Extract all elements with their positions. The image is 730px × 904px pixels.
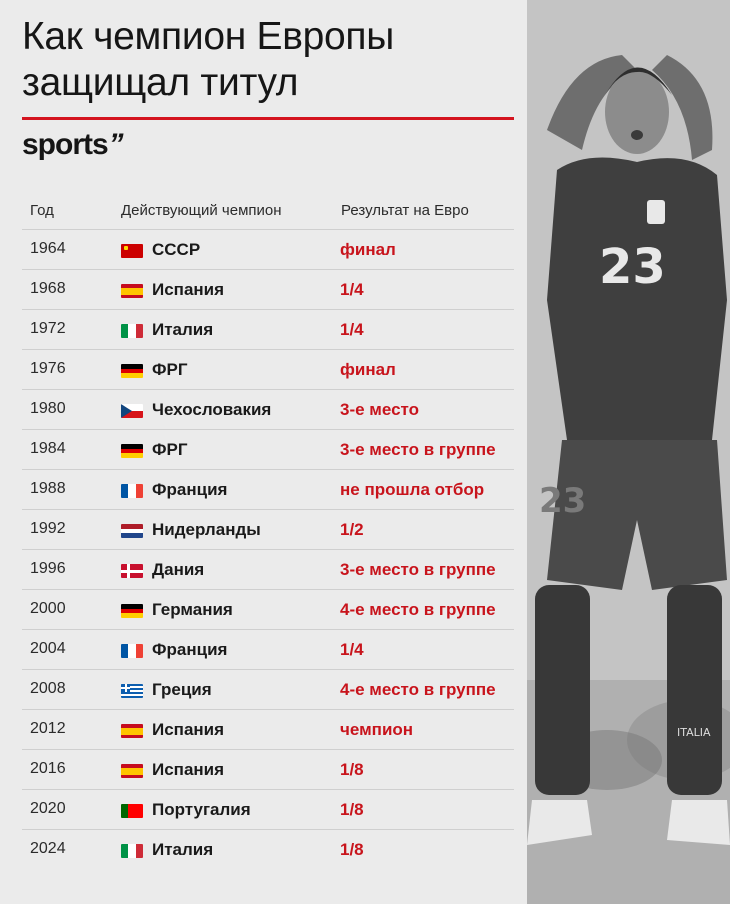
champion-cell: Франция [152,480,228,499]
year-cell: 1976 [30,360,66,377]
italy-flag-icon [121,844,143,858]
page-title: Как чемпион Европы защищал титул [22,14,522,106]
table-row: 2016 Испания 1/8 [22,749,514,789]
result-cell: 1/4 [340,320,364,339]
result-cell: 1/4 [340,640,364,659]
year-cell: 1980 [30,400,66,417]
greece-flag-icon [121,684,143,698]
champion-cell: Португалия [152,800,251,819]
netherlands-flag-icon [121,524,143,538]
logo-mark: ’’ [108,128,124,161]
table-row: 2000 Германия 4-е место в группе [22,589,514,629]
year-cell: 2000 [30,600,66,617]
result-cell: 1/4 [340,280,364,299]
year-cell: 1996 [30,560,66,577]
denmark-flag-icon [121,564,143,578]
germany-flag-icon [121,364,143,378]
table-row: 1988 Франция не прошла отбор [22,469,514,509]
spain-flag-icon [121,764,143,778]
table-row: 2012 Испания чемпион [22,709,514,749]
year-cell: 1968 [30,280,66,297]
sports-logo: sports’’ [22,128,124,162]
table-row: 1964 СССР финал [22,229,514,269]
table-row: 1968 Испания 1/4 [22,269,514,309]
result-cell: финал [340,360,396,379]
table-row: 1972 Италия 1/4 [22,309,514,349]
result-cell: 3-е место [340,400,420,419]
svg-text:23: 23 [599,239,666,295]
champion-cell: Испания [152,720,225,739]
logo-wordmark: sports [22,128,109,161]
champion-cell: Германия [152,600,233,619]
champion-cell: СССР [152,240,201,259]
table-row: 1980 Чехословакия 3-е место [22,389,514,429]
title-line-2: защищал титул [22,61,299,104]
champion-cell: Испания [152,280,225,299]
results-table: 1964 СССР финал 1968 Испания 1/4 1972 Италия 1/4… [22,229,514,869]
result-cell: 3-е место в группе [340,560,496,579]
table-row: 2024 Италия 1/8 [22,829,514,869]
table-row: 2008 Греция 4-е место в группе [22,669,514,709]
result-cell: 1/8 [340,760,364,779]
year-cell: 1964 [30,240,66,257]
year-cell: 1972 [30,320,66,337]
france-flag-icon [121,644,143,658]
champion-cell: Испания [152,760,225,779]
germany-flag-icon [121,444,143,458]
champion-cell: Чехословакия [152,400,272,419]
year-cell: 2012 [30,720,66,737]
portugal-flag-icon [121,804,143,818]
year-cell: 2020 [30,800,66,817]
result-cell: 3-е место в группе [340,440,496,459]
czechoslovakia-flag-icon [121,404,143,418]
player-silhouette: 23 23 ITALIA [527,0,730,904]
header-year: Год [30,202,54,219]
table-row: 1992 Нидерланды 1/2 [22,509,514,549]
champion-cell: ФРГ [152,440,188,459]
champion-cell: Греция [152,680,212,699]
year-cell: 2004 [30,640,66,657]
france-flag-icon [121,484,143,498]
year-cell: 2016 [30,760,66,777]
italy-flag-icon [121,324,143,338]
year-cell: 1992 [30,520,66,537]
ussr-flag-icon [121,244,143,258]
champion-cell: ФРГ [152,360,188,379]
result-cell: 1/8 [340,800,364,819]
year-cell: 2024 [30,840,66,857]
champion-cell: Франция [152,640,228,659]
result-cell: не прошла отбор [340,480,485,499]
champion-cell: Италия [152,320,214,339]
germany-flag-icon [121,604,143,618]
svg-text:23: 23 [539,481,586,521]
result-cell: 4-е место в группе [340,600,496,619]
table-row: 2020 Португалия 1/8 [22,789,514,829]
champion-cell: Нидерланды [152,520,261,539]
result-cell: 1/8 [340,840,364,859]
result-cell: 4-е место в группе [340,680,496,699]
table-row: 1996 Дания 3-е место в группе [22,549,514,589]
spain-flag-icon [121,284,143,298]
result-cell: 1/2 [340,520,364,539]
svg-text:ITALIA: ITALIA [677,726,711,739]
champion-cell: Дания [152,560,205,579]
title-line-1: Как чемпион Европы [22,15,394,58]
table-row: 2004 Франция 1/4 [22,629,514,669]
header-champion: Действующий чемпион [121,202,282,219]
table-row: 1984 ФРГ 3-е место в группе [22,429,514,469]
year-cell: 2008 [30,680,66,697]
year-cell: 1988 [30,480,66,497]
player-photo: 23 23 ITALIA [527,0,730,904]
title-divider [22,117,514,120]
result-cell: финал [340,240,396,259]
result-cell: чемпион [340,720,414,739]
header-result: Результат на Евро [341,202,469,219]
champion-cell: Италия [152,840,214,859]
year-cell: 1984 [30,440,66,457]
spain-flag-icon [121,724,143,738]
table-row: 1976 ФРГ финал [22,349,514,389]
